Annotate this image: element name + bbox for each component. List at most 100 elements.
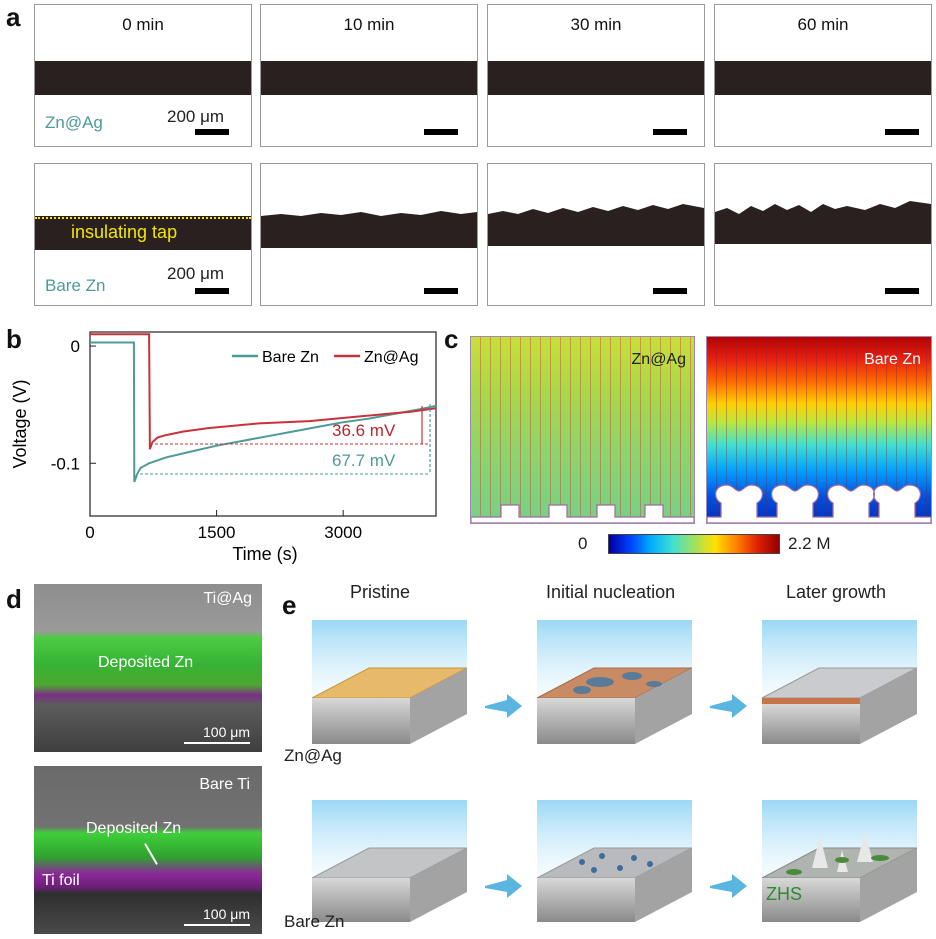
panel-d-label: d [6, 584, 22, 614]
axis-ticks [89, 345, 344, 516]
colorbar-max-label: 2.2 M [788, 534, 831, 553]
rough-electrode-svg [261, 211, 477, 248]
annotation-36-6: 36.6 mV [332, 421, 396, 440]
label-ti-foil: Ti foil [42, 872, 80, 889]
scale-bar-label: 200 μm [167, 107, 225, 126]
time-label: 0 min [122, 15, 164, 34]
label-deposited-zn-top: Deposited Zn [98, 654, 194, 671]
plot-frame [89, 331, 437, 517]
scale-label-top: 100 μm [203, 724, 250, 740]
scale-bar-label: 200 μm [167, 264, 225, 283]
box-zn-ag-pristine [311, 620, 468, 744]
panel-a-label: a [6, 2, 21, 32]
colorbar [608, 534, 780, 554]
panel-a-image-bare-zn-0min: insulating tap Bare Zn 200 μm [34, 163, 252, 306]
header-later-growth: Later growth [786, 582, 887, 602]
time-label: 30 min [570, 15, 622, 34]
insulating-tap-label: insulating tap [71, 222, 178, 242]
rough-electrode-svg [715, 201, 931, 244]
x-tick-label: 1500 [198, 523, 236, 542]
panel-a-image-zn-ag-30min: 30 min [487, 4, 705, 147]
arrow-right-icon [485, 874, 522, 898]
panel-a-image-bare-zn-30min [487, 163, 705, 306]
x-tick-label: 3000 [324, 523, 362, 542]
box-zn-ag-growth [761, 620, 918, 744]
y-axis-label: Voltage (V) [10, 379, 30, 468]
box-bare-zn-nucleation [536, 800, 693, 922]
panel-a-image-bare-zn-60min [714, 163, 932, 306]
insulating-line [35, 217, 251, 219]
scale-bar [195, 129, 229, 135]
arrow-right-icon [485, 694, 522, 718]
scale-bar [653, 129, 687, 135]
panel-a-image-zn-ag-0min: 0 min Zn@Ag 200 μm [34, 4, 252, 147]
scale-bar-bottom [184, 924, 250, 926]
rough-electrode [261, 211, 477, 248]
row-label-zn-ag: Zn@Ag [45, 113, 103, 132]
legend-label-bare-zn: Bare Zn [262, 349, 319, 366]
row-label-bare-zn: Bare Zn [45, 276, 106, 295]
panel-b-chart: 0 -0.1 0 1500 3000 Time (s) Voltage (V) … [10, 331, 437, 564]
simulation-zn-ag: Zn@Ag [470, 336, 695, 524]
rough-electrode-svg [488, 204, 704, 246]
panel-b-label: b [6, 324, 22, 354]
panel-c-label: c [444, 324, 459, 354]
panel-a-image-zn-ag-60min: 60 min [714, 4, 932, 147]
box-bare-zn-pristine [311, 800, 468, 922]
row-label-bare-zn-e: Bare Zn [284, 912, 345, 931]
label-bare-ti: Bare Ti [199, 776, 250, 793]
scale-bar [195, 288, 229, 294]
panel-e-label: e [282, 590, 297, 620]
electrode-surface [471, 504, 694, 523]
rough-electrode [715, 201, 931, 244]
label-zhs: ZHS [766, 884, 802, 904]
series-line-zn-ag [90, 333, 437, 450]
arrow-right-icon [710, 694, 747, 718]
panel-a-image-zn-ag-10min: 10 min [260, 4, 478, 147]
label-deposited-zn-bottom: Deposited Zn [86, 820, 182, 837]
scale-bar [424, 129, 458, 135]
sem-image-bare-ti: Bare Ti Deposited Zn Ti foil 100 μm [34, 766, 262, 934]
label-zn-ag: Zn@Ag [631, 351, 686, 368]
electrode-strip [261, 61, 477, 95]
scale-label-bottom: 100 μm [203, 906, 250, 922]
electrode-strip [488, 61, 704, 95]
box-zn-ag-nucleation [536, 620, 693, 744]
pointer-line [144, 843, 158, 865]
scale-bar [885, 129, 919, 135]
electrode-strip [35, 61, 251, 95]
x-tick-label: 0 [85, 523, 94, 542]
rough-electrode [488, 204, 704, 246]
x-axis-label: Time (s) [232, 544, 297, 564]
time-label: 60 min [797, 15, 849, 34]
box-bare-zn-growth [761, 800, 918, 922]
scale-bar [653, 288, 687, 294]
label-bare-zn: Bare Zn [864, 351, 921, 368]
scale-bar [424, 288, 458, 294]
panel-a-image-bare-zn-10min [260, 163, 478, 306]
y-tick-label: -0.1 [51, 454, 80, 473]
label-ti-ag: Ti@Ag [203, 590, 252, 607]
sem-image-ti-ag: Ti@Ag Deposited Zn 100 μm [34, 584, 262, 752]
scale-bar [885, 288, 919, 294]
electrode-profile [471, 504, 694, 523]
header-pristine: Pristine [350, 582, 411, 602]
y-tick-label: 0 [71, 337, 80, 356]
series-line-bare-zn [90, 341, 437, 483]
electrode-strip [715, 61, 931, 95]
arrow-right-icon [710, 874, 747, 898]
simulation-bare-zn: Bare Zn [706, 336, 932, 524]
annotation-67-7: 67.7 mV [332, 451, 396, 470]
row-label-zn-ag-e: Zn@Ag [284, 746, 342, 765]
schematic-illustration [311, 620, 918, 922]
dendrite-surface [707, 484, 931, 523]
time-label: 10 min [343, 15, 395, 34]
dendrite-profile [707, 484, 931, 523]
field-arrows [471, 337, 694, 523]
scale-bar-top [184, 742, 250, 744]
series-lines [90, 333, 437, 483]
electrode-strip [35, 216, 251, 250]
colorbar-min-label: 0 [578, 534, 588, 553]
header-initial-nucleation: Initial nucleation [546, 582, 676, 602]
legend-label-zn-ag: Zn@Ag [364, 349, 418, 366]
